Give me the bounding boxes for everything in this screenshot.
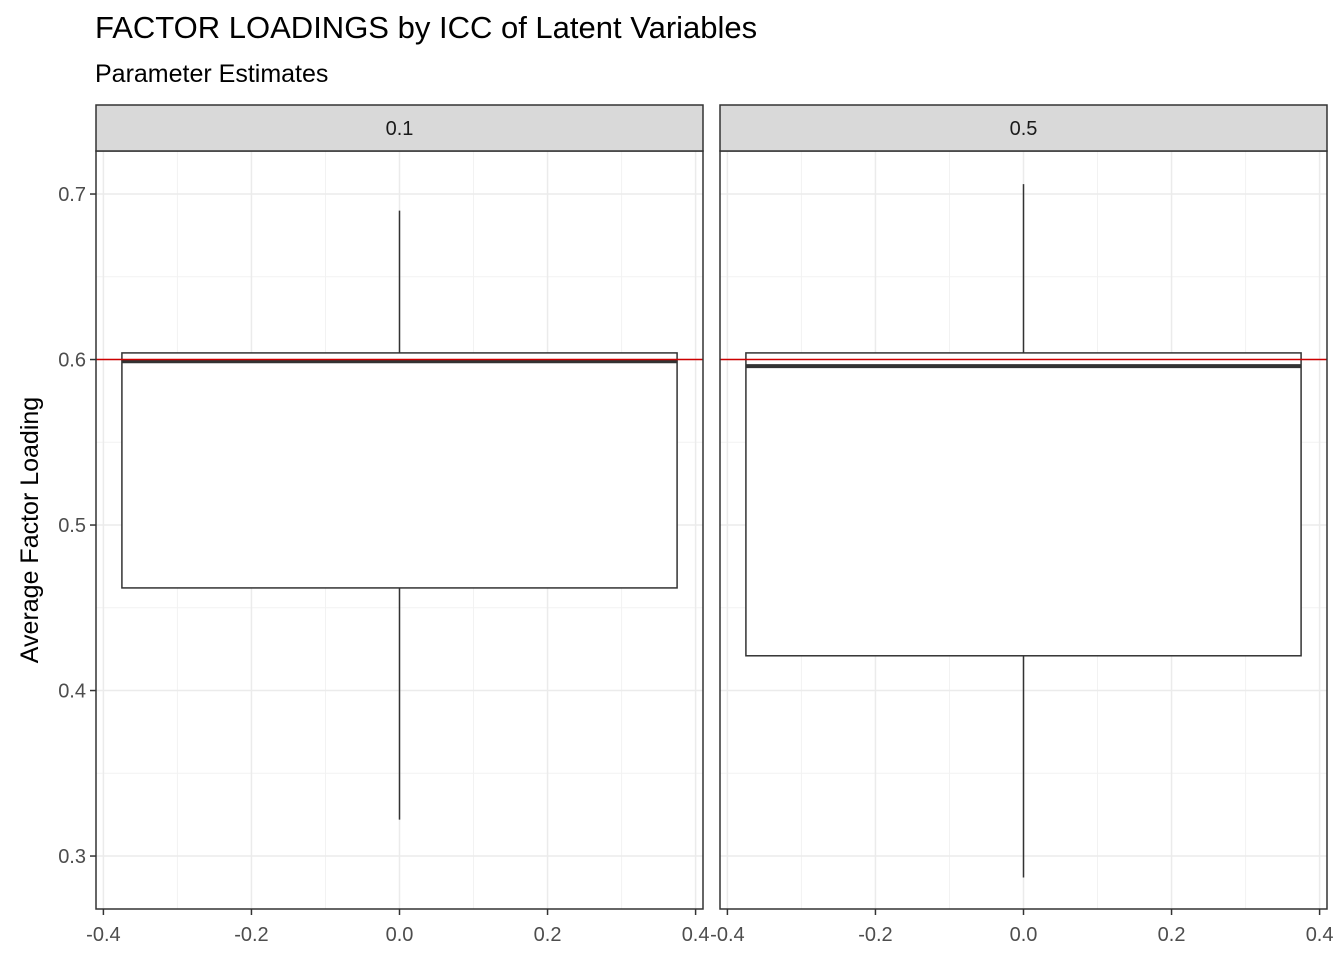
- x-tick-label: -0.4: [710, 924, 744, 946]
- facet-strip-label: 0.5: [1010, 118, 1038, 140]
- x-tick-label: -0.2: [858, 924, 892, 946]
- facet-strip: [719, 104, 1328, 152]
- x-tick-label: 0.2: [1158, 924, 1186, 946]
- facet-strip: [95, 104, 704, 152]
- x-tick-label: 0.0: [1010, 924, 1038, 946]
- y-axis-title: Average Factor Loading: [16, 397, 44, 663]
- chart-title: FACTOR LOADINGS by ICC of Latent Variabl…: [95, 10, 758, 45]
- iqr-box: [745, 352, 1302, 657]
- x-tick-label: -0.4: [86, 924, 120, 946]
- x-tick-label: 0.4: [1306, 924, 1334, 946]
- iqr-box: [121, 352, 678, 589]
- y-tick-label: 0.5: [58, 515, 86, 537]
- y-tick-label: 0.3: [58, 846, 86, 868]
- chart-subtitle: Parameter Estimates: [95, 60, 329, 88]
- y-tick-label: 0.7: [58, 184, 86, 206]
- facet-strip-label: 0.1: [386, 118, 414, 140]
- x-tick-label: 0.0: [386, 924, 414, 946]
- x-tick-label: 0.2: [534, 924, 562, 946]
- x-tick-label: -0.2: [234, 924, 268, 946]
- y-tick-label: 0.6: [58, 350, 86, 372]
- y-tick-label: 0.4: [58, 681, 86, 703]
- x-tick-label: 0.4: [682, 924, 710, 946]
